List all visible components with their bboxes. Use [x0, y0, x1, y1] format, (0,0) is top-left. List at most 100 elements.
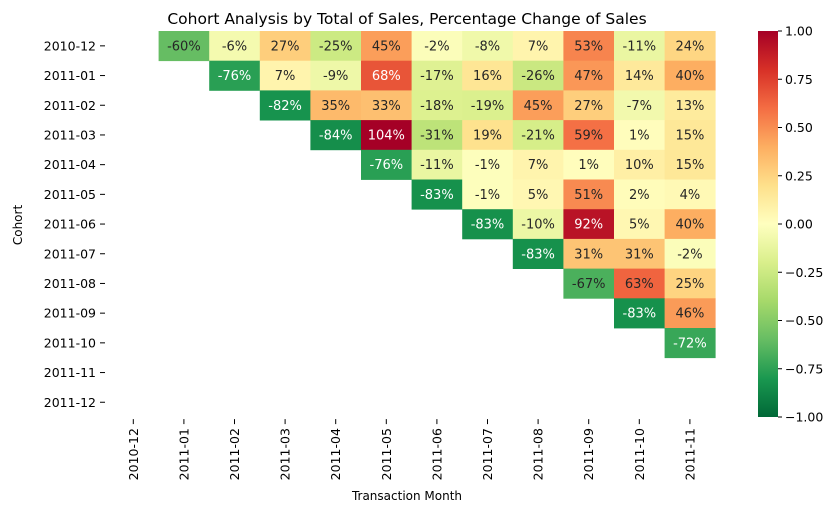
heatmap-cell — [664, 149, 716, 180]
y-tick-label: 2011-11 — [44, 365, 96, 380]
cell-value-label: -8% — [475, 39, 500, 54]
heatmap-cell — [259, 90, 311, 121]
colorbar-tick-label: 0.00 — [785, 217, 813, 232]
colorbar-tick-label: −1.00 — [785, 410, 823, 425]
cell-value-label: 31% — [574, 247, 603, 262]
heatmap-cell — [411, 31, 463, 62]
y-axis-label: Cohort — [11, 205, 25, 246]
cell-value-label: -1% — [475, 158, 500, 173]
heatmap-cell — [411, 179, 463, 210]
cell-value-label: 16% — [473, 69, 502, 84]
colorbar: 1.00 0.75 0.50 0.25 0.00 −0.25 −0.50 −0.75 −1.00 — [758, 24, 823, 425]
heatmap-cell — [614, 149, 665, 180]
colorbar-tick-label: 0.50 — [785, 120, 813, 135]
cell-value-label: 27% — [271, 39, 300, 54]
x-tick-label: 2011-01 — [176, 428, 191, 480]
heatmap-cell — [512, 90, 564, 121]
heatmap-cell — [411, 60, 463, 91]
y-tick-label: 2011-08 — [44, 276, 96, 291]
heatmap-cell — [512, 179, 564, 210]
cell-value-label: 33% — [372, 99, 401, 114]
cell-value-label: 27% — [574, 99, 603, 114]
cell-value-label: 45% — [372, 39, 401, 54]
x-tick-label: 2011-07 — [480, 428, 495, 480]
cell-value-label: -19% — [471, 99, 505, 114]
y-tick-label: 2011-01 — [44, 68, 96, 83]
cell-value-label: 31% — [625, 247, 654, 262]
cell-value-label: -17% — [420, 69, 454, 84]
cell-value-label: -60% — [167, 39, 201, 54]
x-tick-label: 2011-11 — [682, 428, 697, 480]
cell-value-label: -11% — [623, 39, 657, 54]
cell-value-label: -2% — [424, 39, 449, 54]
heatmap-cell — [614, 179, 665, 210]
heatmap-cell — [563, 90, 615, 121]
x-tick-label: 2011-08 — [531, 428, 546, 480]
heatmap-cell — [563, 238, 615, 269]
cell-value-label: -11% — [420, 158, 454, 173]
colorbar-tick-label: 0.25 — [785, 168, 813, 183]
heatmap-cell — [614, 268, 665, 299]
x-tick-label: 2011-02 — [227, 428, 242, 480]
heatmap-cell — [462, 31, 514, 62]
cell-value-label: -83% — [420, 188, 454, 203]
heatmap-cell — [512, 31, 564, 62]
cell-value-label: 63% — [625, 277, 654, 292]
cell-value-label: -21% — [521, 128, 555, 143]
cell-value-label: 15% — [675, 158, 704, 173]
heatmap-cell — [512, 238, 564, 269]
cell-value-label: 5% — [528, 188, 549, 203]
heatmap-cell — [614, 120, 665, 151]
cell-value-label: 40% — [675, 69, 704, 84]
heatmap-cell — [664, 120, 716, 151]
cell-value-label: 7% — [528, 158, 549, 173]
heatmap-cell — [614, 298, 665, 329]
heatmap-cell — [614, 90, 665, 121]
heatmap-cell — [563, 31, 615, 62]
heatmap-cell — [310, 120, 362, 151]
x-tick-label: 2011-06 — [429, 428, 444, 480]
x-tick-labels: 2010-12 2011-01 2011-02 2011-03 2011-04 2011-… — [126, 419, 697, 480]
heatmap-cell — [664, 298, 716, 329]
heatmap-cell — [462, 179, 514, 210]
heatmap-cell — [664, 31, 716, 62]
cell-value-label: -72% — [673, 336, 707, 351]
cell-value-label: 25% — [675, 277, 704, 292]
heatmap-cell — [563, 179, 615, 210]
cell-value-label: 68% — [372, 69, 401, 84]
x-tick-label: 2011-10 — [632, 428, 647, 480]
heatmap-cell — [209, 31, 261, 62]
cell-value-label: 7% — [275, 69, 296, 84]
cell-value-label: -83% — [471, 218, 505, 233]
x-axis-label: Transaction Month — [351, 489, 462, 503]
cell-value-label: -2% — [677, 247, 702, 262]
y-tick-label: 2011-10 — [44, 335, 96, 350]
heatmap-cell — [361, 120, 412, 151]
cell-value-label: 1% — [578, 158, 599, 173]
heatmap-cell — [310, 31, 362, 62]
cell-value-label: -7% — [627, 99, 652, 114]
y-tick-label: 2010-12 — [44, 38, 96, 53]
heatmap-cell — [361, 60, 412, 91]
cell-value-label: -31% — [420, 128, 454, 143]
heatmap-cell — [563, 120, 615, 151]
y-tick-label: 2011-12 — [44, 395, 96, 410]
cell-value-label: 15% — [675, 128, 704, 143]
cell-value-label: 104% — [368, 128, 405, 143]
colorbar-tick-label: −0.25 — [785, 265, 823, 280]
heatmap-cell — [310, 90, 362, 121]
y-tick-label: 2011-09 — [44, 306, 96, 321]
y-tick-label: 2011-05 — [44, 187, 96, 202]
cell-value-label: -1% — [475, 188, 500, 203]
cell-value-label: 10% — [625, 158, 654, 173]
cell-value-label: -10% — [521, 218, 555, 233]
heatmap-cell — [664, 238, 716, 269]
heatmap-cell — [411, 149, 463, 180]
cell-value-label: -6% — [222, 39, 247, 54]
colorbar-tick-label: 0.75 — [785, 72, 813, 87]
heatmap-cell — [209, 60, 261, 91]
y-tick-label: 2011-03 — [44, 127, 96, 142]
heatmap-cell — [462, 209, 514, 240]
heatmap-cell — [664, 90, 716, 121]
cell-value-label: 13% — [675, 99, 704, 114]
